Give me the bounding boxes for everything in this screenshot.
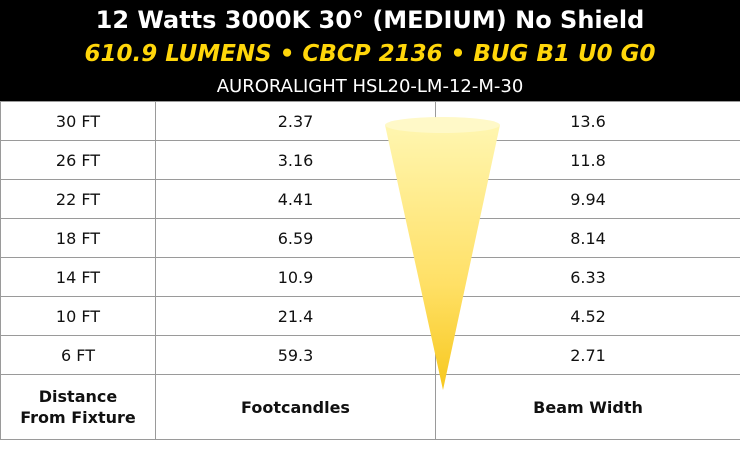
photometric-table: 30 FT 2.37 13.6 26 FT 3.16 11.8 22 FT 4.41 9.94 1… xyxy=(0,101,740,440)
footcandles-cell: 6.59 xyxy=(155,218,436,258)
model: AURORALIGHT HSL20-LM-12-M-30 xyxy=(216,76,524,97)
footcandles-cell: 59.3 xyxy=(155,335,436,375)
beam-width-cell: 9.94 xyxy=(435,179,740,219)
table-row: 22 FT 4.41 9.94 xyxy=(0,179,740,219)
table-row: 6 FT 59.3 2.71 xyxy=(0,335,740,375)
footer-row: Distance From Fixture Footcandles Beam Wid… xyxy=(0,374,740,440)
footcandles-cell: 4.41 xyxy=(155,179,436,219)
distance-cell: 22 FT xyxy=(0,179,156,219)
beam-width-cell: 2.71 xyxy=(435,335,740,375)
beam-width-cell: 13.6 xyxy=(435,101,740,141)
table-row: 10 FT 21.4 4.52 xyxy=(0,296,740,336)
footcandles-cell: 10.9 xyxy=(155,257,436,297)
table-row: 14 FT 10.9 6.33 xyxy=(0,257,740,297)
table-body: 30 FT 2.37 13.6 26 FT 3.16 11.8 22 FT 4.41 9.94 1… xyxy=(0,101,740,440)
distance-cell: 26 FT xyxy=(0,140,156,180)
footcandles-cell: 21.4 xyxy=(155,296,436,336)
distance-cell: 6 FT xyxy=(0,335,156,375)
footer-cell: Distance From Fixture xyxy=(0,374,156,440)
subtitle: 610.9 LUMENS • CBCP 2136 • BUG B1 U0 G0 xyxy=(84,41,656,67)
footcandles-cell: 3.16 xyxy=(155,140,436,180)
table-row: 26 FT 3.16 11.8 xyxy=(0,140,740,180)
distance-cell: 10 FT xyxy=(0,296,156,336)
header: 12 Watts 3000K 30° (MEDIUM) No Shield 61… xyxy=(0,0,740,101)
beam-width-cell: 8.14 xyxy=(435,218,740,258)
footer-cell: Footcandles xyxy=(155,374,436,440)
beam-width-cell: 6.33 xyxy=(435,257,740,297)
beam-width-cell: 4.52 xyxy=(435,296,740,336)
distance-cell: 18 FT xyxy=(0,218,156,258)
table-row: 30 FT 2.37 13.6 xyxy=(0,101,740,141)
title: 12 Watts 3000K 30° (MEDIUM) No Shield xyxy=(95,6,645,34)
distance-cell: 30 FT xyxy=(0,101,156,141)
footer-cell: Beam Width xyxy=(435,374,740,440)
table-row: 18 FT 6.59 8.14 xyxy=(0,218,740,258)
footcandles-cell: 2.37 xyxy=(155,101,436,141)
beam-width-cell: 11.8 xyxy=(435,140,740,180)
distance-cell: 14 FT xyxy=(0,257,156,297)
